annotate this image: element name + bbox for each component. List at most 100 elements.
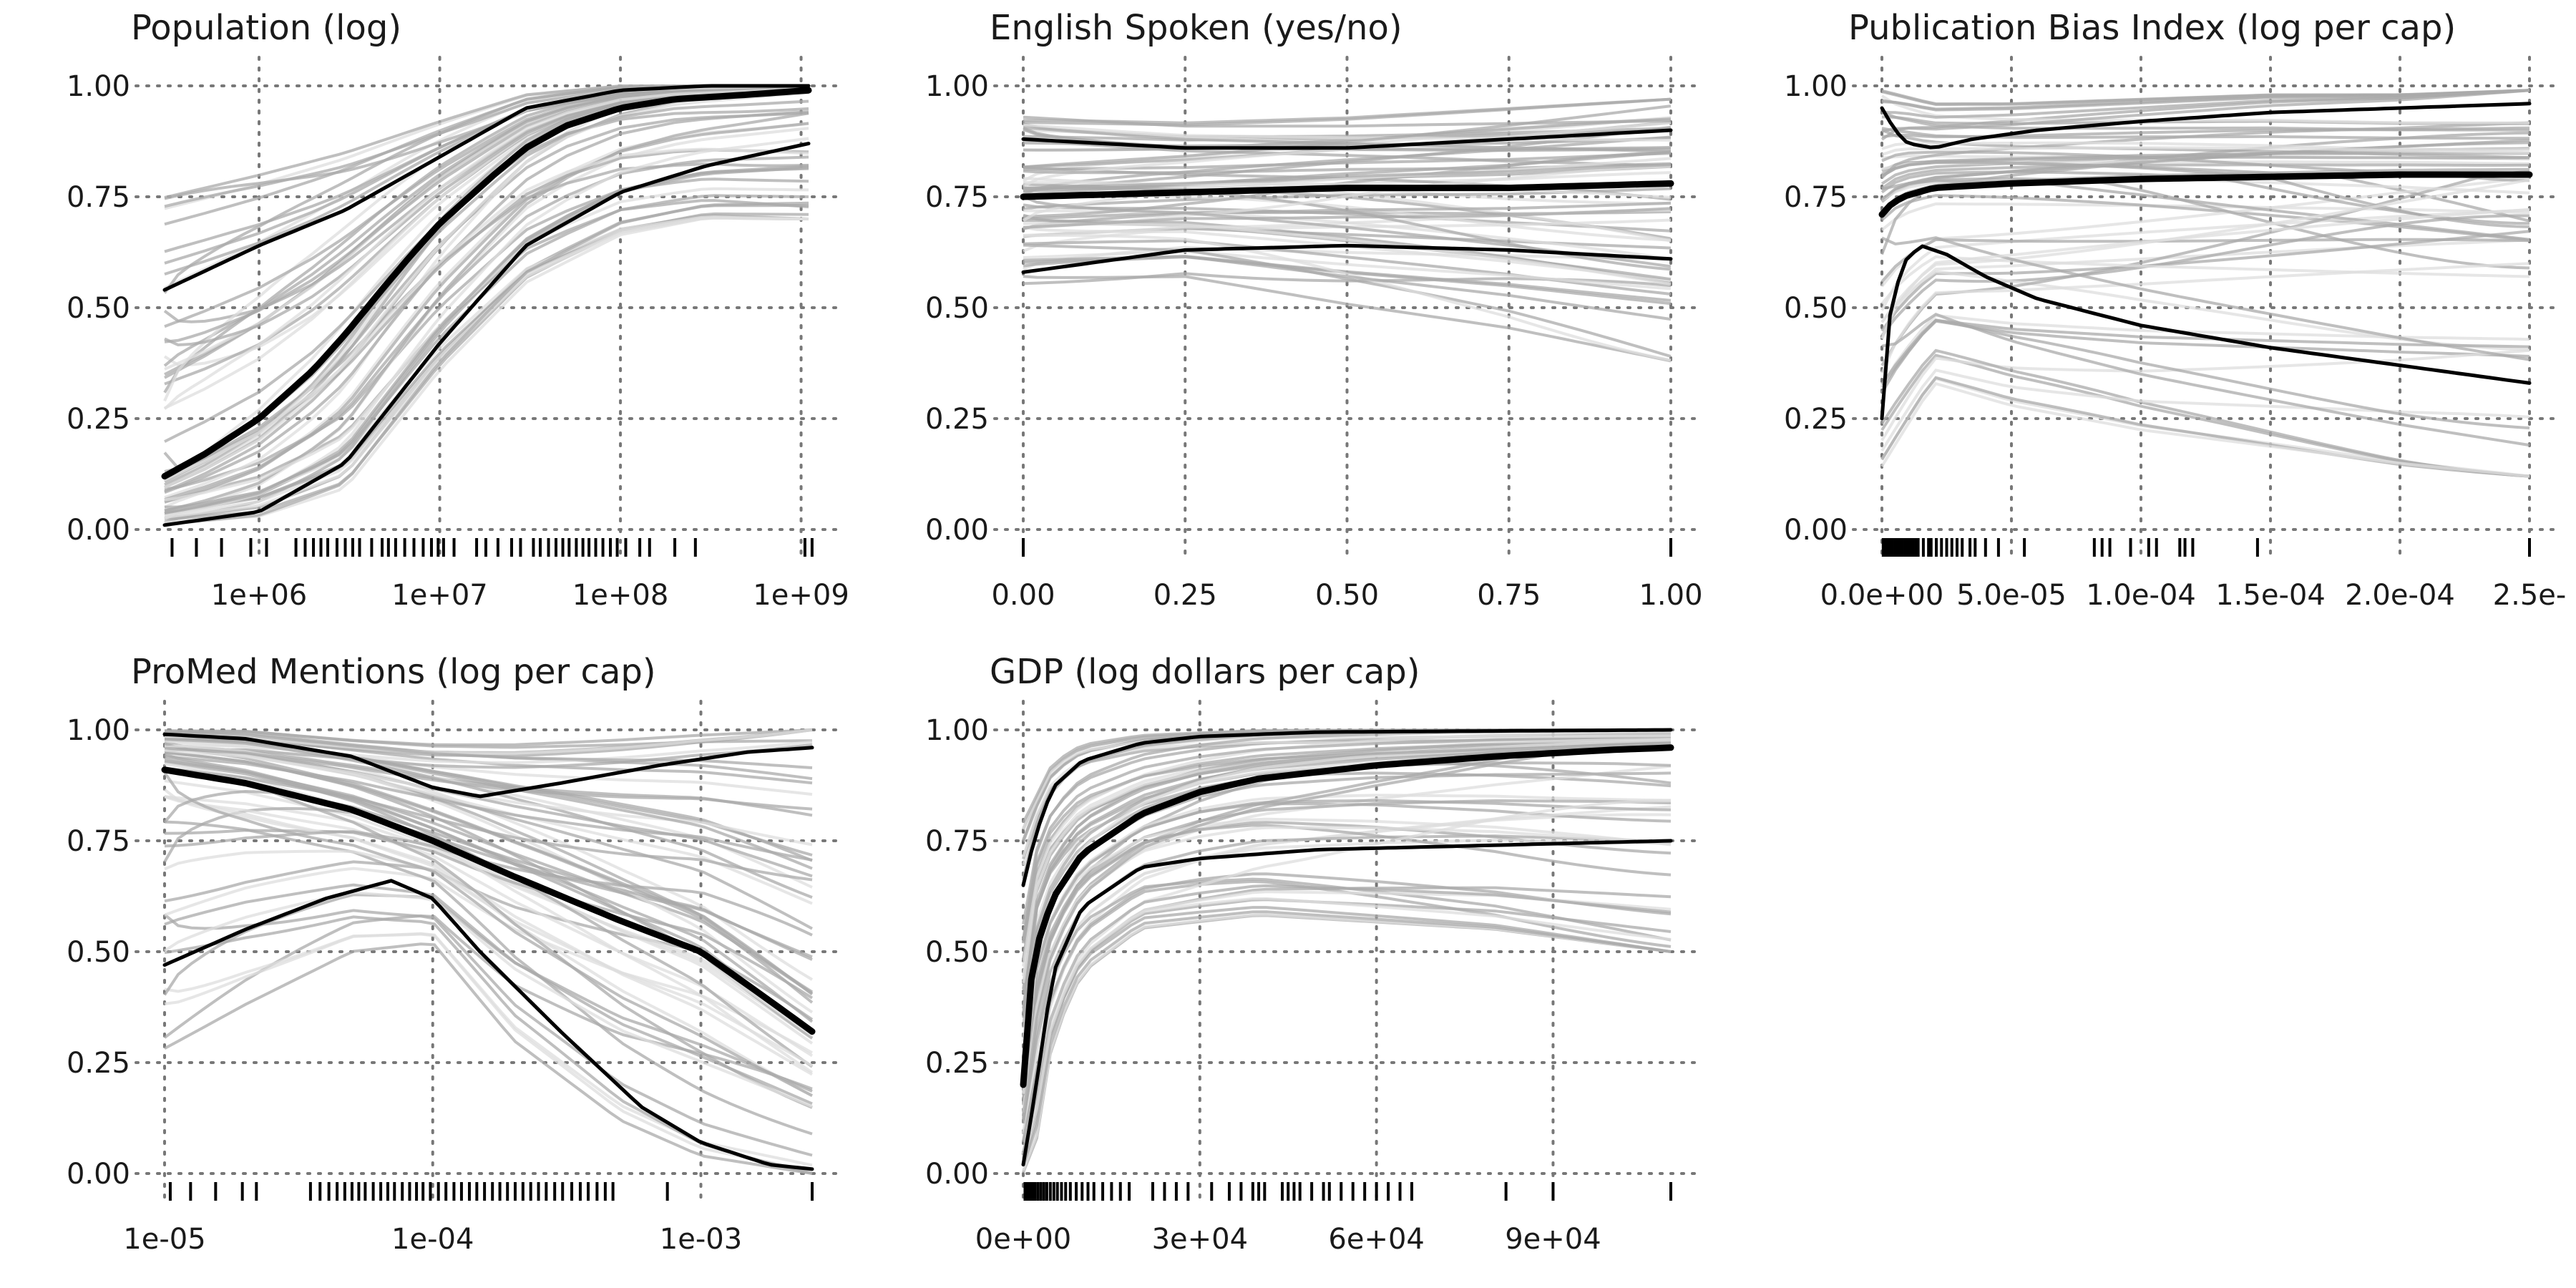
posterior-draw-line: [1022, 734, 1672, 944]
y-tick-label: 1.00: [925, 714, 989, 747]
posterior-draw-line: [164, 91, 809, 489]
x-tick-label: 1.00: [1639, 579, 1702, 612]
x-tick-label: 9e+04: [1505, 1223, 1601, 1256]
y-tick-label: 0.25: [67, 1047, 130, 1080]
lower-interval-line: [162, 879, 814, 1171]
posterior-draw-line: [1880, 176, 2530, 288]
posterior-draw-line: [1880, 170, 2530, 366]
posterior-draw-line: [1023, 135, 1672, 197]
panel-promed-mentions: 0.00 0.25 0.50 0.75 1.00 1e-05 1e-04 1e-03 ProMe…: [67, 652, 842, 1256]
posterior-draw-line: [1022, 897, 1672, 1160]
posterior-draw-line: [1880, 381, 2530, 478]
posterior-draw-line: [1881, 155, 2530, 177]
posterior-draw-line: [164, 127, 809, 520]
posterior-draw-line: [164, 748, 813, 847]
posterior-draw-line: [1881, 146, 2530, 157]
posterior-draw-line: [1023, 163, 1672, 190]
posterior-draw-line: [1022, 732, 1672, 924]
posterior-draw-line: [1022, 839, 1672, 1135]
posterior-draw-line: [1880, 178, 2530, 323]
x-tick-label: 1.0e-04: [2086, 579, 2196, 612]
posterior-draw-line: [1022, 799, 1672, 1096]
panel-publication-bias: 0.00 0.25 0.50 0.75 1.00 0.0e+00 5.0e-05 1.0e-0…: [1784, 8, 2566, 612]
grid: 0.00 0.25 0.50 0.75 1.00 0.00 0.25 0.50 0.75 1.00: [925, 56, 1703, 612]
panel-title: English Spoken (yes/no): [990, 8, 1402, 48]
posterior-draw-line: [164, 779, 814, 1040]
posterior-draw-line: [164, 728, 813, 755]
posterior-draw-line: [1881, 312, 2530, 447]
posterior-draw-line: [1880, 369, 2530, 452]
posterior-draw-line: [1880, 318, 2530, 430]
x-tick-label: 1.5e-04: [2215, 579, 2326, 612]
panel-population: 0.00 0.25 0.50 0.75 1.00 1e+06 1e+07 1e+08 1e+09…: [67, 8, 849, 612]
y-tick-label: 0.50: [925, 936, 989, 969]
y-tick-label: 0.75: [1784, 181, 1848, 214]
y-tick-label: 0.50: [67, 936, 130, 969]
y-tick-label: 0.00: [925, 514, 989, 547]
posterior-draw-line: [1023, 123, 1672, 142]
posterior-draw-line: [163, 891, 813, 1108]
posterior-draw-line: [1880, 94, 2530, 125]
y-tick-label: 0.50: [925, 292, 989, 325]
lower-interval-line: [1021, 243, 1673, 274]
y-tick-label: 1.00: [67, 70, 130, 103]
x-tick-label: 0.50: [1315, 579, 1379, 612]
x-tick-label: 0e+00: [975, 1223, 1071, 1256]
lower-interval-line: [1880, 244, 2532, 421]
posterior-draw-line: [1022, 805, 1672, 1154]
rug: [1022, 538, 1672, 557]
y-tick-label: 0.75: [925, 825, 989, 858]
panel-gdp: 0.00 0.25 0.50 0.75 1.00 0e+00 3e+04 6e+04 9e+04…: [925, 652, 1701, 1256]
panel-english-spoken: 0.00 0.25 0.50 0.75 1.00 0.00 0.25 0.50 0.75 1.00…: [925, 8, 1703, 612]
y-tick-label: 0.00: [925, 1158, 989, 1191]
posterior-draw-line: [164, 110, 809, 494]
posterior-draw-line: [1023, 222, 1672, 286]
posterior-draw-line: [1880, 194, 2530, 242]
lower-interval-line: [1021, 839, 1673, 1167]
posterior-draw-line: [1880, 208, 2530, 339]
posterior-draw-line: [164, 155, 809, 501]
x-tick-label: 1e+06: [211, 579, 307, 612]
posterior-draw-line: [164, 762, 814, 1074]
posterior-draw-line: [1022, 738, 1672, 1094]
posterior-draw-line: [164, 942, 813, 1175]
posterior-draw-line: [164, 849, 813, 1067]
posterior-draw-line: [163, 788, 813, 1076]
x-tick-label: 1e+09: [753, 579, 849, 612]
posterior-draw-line: [163, 909, 813, 1157]
posterior-draw-line: [1022, 817, 1672, 1087]
posterior-draw-line: [1881, 160, 2530, 228]
posterior-draw-line: [1880, 177, 2530, 270]
posterior-draw-line: [164, 112, 809, 512]
posterior-draw-line: [1022, 734, 1672, 830]
panel-title: GDP (log dollars per cap): [990, 652, 1420, 692]
y-tick-label: 0.25: [1784, 403, 1848, 436]
upper-interval-line: [162, 732, 814, 799]
posterior-draw-line: [1880, 262, 2530, 374]
posterior-draw-line: [1880, 313, 2530, 388]
posterior-draw-line: [1880, 319, 2530, 389]
posterior-draw-line: [1023, 117, 1672, 152]
panel-title: Population (log): [131, 8, 401, 48]
y-tick-label: 1.00: [925, 70, 989, 103]
x-tick-label: 3e+04: [1152, 1223, 1248, 1256]
posterior-draw-line: [163, 771, 813, 1097]
central-estimate-line: [1020, 744, 1674, 1088]
y-tick-label: 1.00: [1784, 70, 1848, 103]
y-tick-label: 0.25: [925, 1047, 989, 1080]
x-tick-label: 0.25: [1153, 579, 1217, 612]
posterior-draw-line: [1880, 163, 2529, 190]
panel-title: ProMed Mentions (log per cap): [131, 652, 656, 692]
x-tick-label: 2.5e-: [2493, 579, 2567, 612]
posterior-draw-line: [1022, 826, 1672, 1113]
posterior-draw-line: [164, 746, 813, 878]
y-tick-label: 0.50: [67, 292, 130, 325]
upper-interval-line: [1021, 128, 1673, 150]
y-tick-label: 0.75: [925, 181, 989, 214]
posterior-draw-line: [1023, 249, 1672, 291]
posterior-draw-line: [164, 766, 813, 882]
posterior-draw-line: [1023, 152, 1672, 172]
posterior-draw-line: [164, 753, 814, 1035]
posterior-draw-line: [1023, 138, 1672, 167]
